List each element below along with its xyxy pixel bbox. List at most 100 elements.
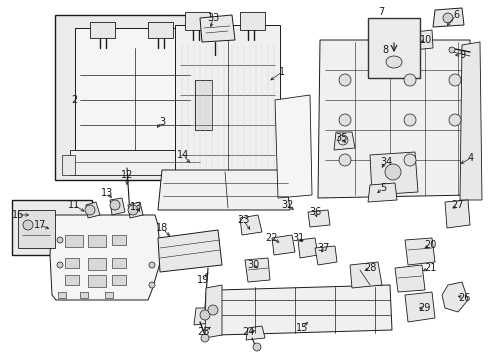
Circle shape bbox=[448, 47, 454, 53]
Bar bbox=[80, 292, 88, 298]
Polygon shape bbox=[195, 80, 212, 130]
Circle shape bbox=[403, 154, 415, 166]
Text: 16: 16 bbox=[12, 210, 24, 220]
Text: 2: 2 bbox=[71, 95, 77, 105]
Bar bbox=[55, 15, 209, 180]
Text: 13: 13 bbox=[130, 202, 142, 212]
Text: 13: 13 bbox=[101, 188, 113, 198]
Bar bbox=[105, 292, 113, 298]
Circle shape bbox=[338, 74, 350, 86]
Circle shape bbox=[201, 334, 208, 342]
Text: 31: 31 bbox=[291, 233, 304, 243]
Text: 34: 34 bbox=[379, 157, 391, 167]
Text: 3: 3 bbox=[159, 117, 165, 127]
Circle shape bbox=[57, 237, 63, 243]
Polygon shape bbox=[86, 202, 100, 218]
Bar bbox=[65, 235, 83, 247]
Polygon shape bbox=[175, 25, 280, 175]
Polygon shape bbox=[240, 12, 264, 30]
Polygon shape bbox=[240, 215, 262, 235]
Bar bbox=[65, 275, 79, 285]
Polygon shape bbox=[245, 326, 264, 340]
Text: 6: 6 bbox=[452, 10, 458, 20]
Polygon shape bbox=[184, 12, 209, 30]
Text: 12: 12 bbox=[121, 170, 133, 180]
Polygon shape bbox=[349, 262, 381, 288]
Text: 1: 1 bbox=[278, 67, 285, 77]
Text: 11: 11 bbox=[68, 200, 80, 210]
Text: 30: 30 bbox=[246, 260, 259, 270]
Polygon shape bbox=[218, 285, 391, 335]
Text: 27: 27 bbox=[451, 200, 463, 210]
Bar bbox=[112, 235, 126, 245]
Circle shape bbox=[448, 74, 460, 86]
Text: 9: 9 bbox=[458, 50, 464, 60]
Polygon shape bbox=[110, 198, 125, 215]
Polygon shape bbox=[459, 42, 481, 200]
Polygon shape bbox=[244, 258, 269, 282]
Bar bbox=[367, 18, 419, 78]
Text: 26: 26 bbox=[457, 293, 469, 303]
Text: 29: 29 bbox=[417, 303, 429, 313]
Polygon shape bbox=[314, 246, 336, 265]
Circle shape bbox=[207, 305, 218, 315]
Circle shape bbox=[23, 220, 33, 230]
Polygon shape bbox=[369, 152, 417, 195]
Text: 36: 36 bbox=[308, 207, 321, 217]
Bar bbox=[12, 200, 92, 255]
Polygon shape bbox=[75, 28, 195, 150]
Polygon shape bbox=[62, 155, 75, 175]
Polygon shape bbox=[148, 22, 173, 38]
Text: 28: 28 bbox=[363, 263, 375, 273]
Text: 15: 15 bbox=[295, 323, 307, 333]
Ellipse shape bbox=[385, 56, 401, 68]
Text: 7: 7 bbox=[377, 7, 384, 17]
Polygon shape bbox=[333, 132, 354, 150]
Polygon shape bbox=[90, 22, 115, 38]
Polygon shape bbox=[367, 183, 396, 202]
Polygon shape bbox=[158, 230, 222, 272]
Polygon shape bbox=[297, 238, 317, 258]
Polygon shape bbox=[394, 265, 424, 292]
Polygon shape bbox=[50, 215, 162, 300]
Polygon shape bbox=[70, 150, 200, 175]
Text: 37: 37 bbox=[317, 243, 329, 253]
Text: 8: 8 bbox=[381, 45, 387, 55]
Polygon shape bbox=[432, 8, 463, 27]
Polygon shape bbox=[200, 15, 235, 42]
Polygon shape bbox=[404, 292, 434, 322]
Circle shape bbox=[110, 200, 120, 210]
Polygon shape bbox=[204, 285, 222, 338]
Circle shape bbox=[403, 114, 415, 126]
Bar bbox=[65, 258, 79, 268]
Circle shape bbox=[403, 74, 415, 86]
Text: 10: 10 bbox=[419, 35, 431, 45]
Text: 14: 14 bbox=[177, 150, 189, 160]
Polygon shape bbox=[194, 308, 218, 325]
Polygon shape bbox=[158, 170, 289, 210]
Circle shape bbox=[442, 13, 452, 23]
Circle shape bbox=[338, 114, 350, 126]
Circle shape bbox=[128, 205, 138, 215]
Text: 32: 32 bbox=[281, 200, 294, 210]
Text: 18: 18 bbox=[156, 223, 168, 233]
Bar bbox=[112, 275, 126, 285]
Bar bbox=[58, 292, 66, 298]
Bar bbox=[112, 258, 126, 268]
Circle shape bbox=[448, 114, 460, 126]
Text: 4: 4 bbox=[467, 153, 473, 163]
Circle shape bbox=[149, 282, 155, 288]
Polygon shape bbox=[271, 235, 294, 255]
Bar bbox=[88, 275, 106, 287]
Circle shape bbox=[338, 154, 350, 166]
Circle shape bbox=[200, 310, 209, 320]
Text: 24: 24 bbox=[242, 327, 254, 337]
Text: 23: 23 bbox=[236, 215, 249, 225]
Polygon shape bbox=[404, 238, 434, 265]
Text: 22: 22 bbox=[265, 233, 278, 243]
Text: 21: 21 bbox=[423, 263, 435, 273]
Text: 25: 25 bbox=[197, 327, 210, 337]
Bar bbox=[88, 258, 106, 270]
Text: 5: 5 bbox=[379, 183, 386, 193]
Polygon shape bbox=[412, 30, 432, 50]
